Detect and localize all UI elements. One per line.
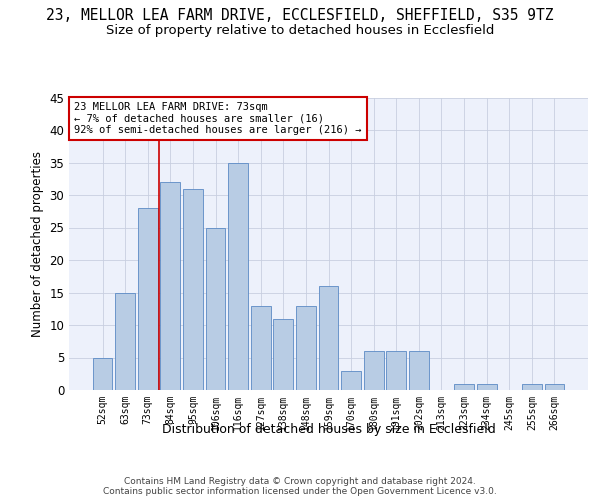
Bar bbox=[341, 370, 361, 390]
Text: Size of property relative to detached houses in Ecclesfield: Size of property relative to detached ho… bbox=[106, 24, 494, 37]
Bar bbox=[477, 384, 497, 390]
Bar bbox=[409, 351, 429, 390]
Bar bbox=[115, 292, 135, 390]
Bar bbox=[274, 318, 293, 390]
Bar bbox=[522, 384, 542, 390]
Text: Distribution of detached houses by size in Ecclesfield: Distribution of detached houses by size … bbox=[162, 422, 496, 436]
Bar bbox=[319, 286, 338, 390]
Bar bbox=[454, 384, 474, 390]
Bar bbox=[251, 306, 271, 390]
Text: 23, MELLOR LEA FARM DRIVE, ECCLESFIELD, SHEFFIELD, S35 9TZ: 23, MELLOR LEA FARM DRIVE, ECCLESFIELD, … bbox=[46, 8, 554, 22]
Y-axis label: Number of detached properties: Number of detached properties bbox=[31, 151, 44, 337]
Text: 23 MELLOR LEA FARM DRIVE: 73sqm
← 7% of detached houses are smaller (16)
92% of : 23 MELLOR LEA FARM DRIVE: 73sqm ← 7% of … bbox=[74, 102, 362, 135]
Text: Contains HM Land Registry data © Crown copyright and database right 2024.
Contai: Contains HM Land Registry data © Crown c… bbox=[103, 476, 497, 496]
Bar bbox=[92, 358, 112, 390]
Bar bbox=[228, 162, 248, 390]
Bar bbox=[364, 351, 383, 390]
Bar bbox=[138, 208, 158, 390]
Bar bbox=[545, 384, 565, 390]
Bar bbox=[296, 306, 316, 390]
Bar bbox=[386, 351, 406, 390]
Bar bbox=[160, 182, 180, 390]
Bar bbox=[183, 188, 203, 390]
Bar bbox=[206, 228, 226, 390]
